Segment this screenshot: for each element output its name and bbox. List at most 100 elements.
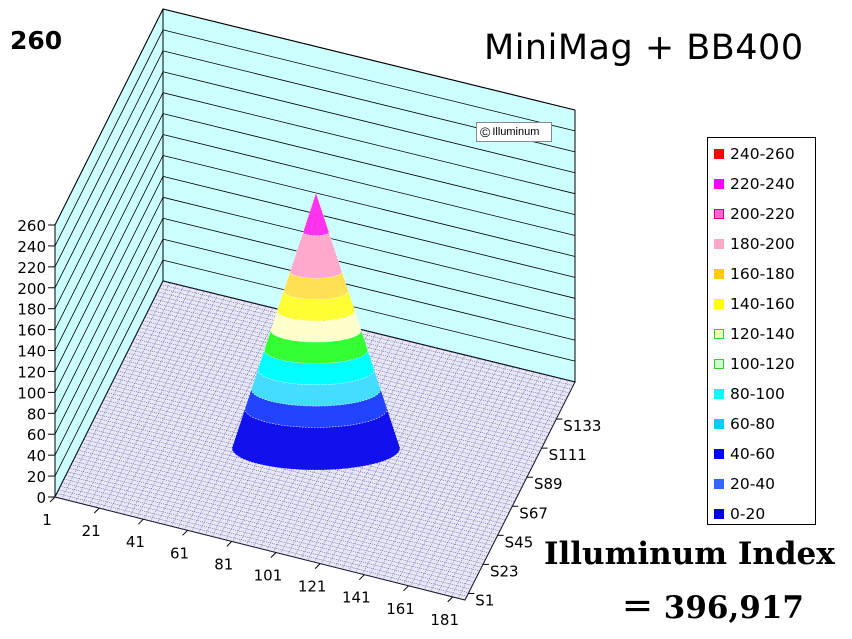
legend-item: 0-20 (714, 504, 765, 524)
floor-mesh-line (143, 320, 555, 423)
floor-mesh-line (75, 285, 184, 503)
floor-mesh-line (105, 395, 517, 499)
floor-mesh-line (389, 363, 500, 582)
floor-mesh-line (130, 345, 543, 448)
chart-walls (54, 8, 576, 498)
legend-swatch (714, 389, 724, 399)
y-tick-label: S23 (490, 562, 519, 580)
legend-swatch (714, 179, 724, 189)
floor-mesh-line (61, 282, 171, 499)
legend-swatch (714, 239, 724, 249)
legend-swatch (714, 209, 724, 219)
floor-mesh-line (191, 314, 301, 532)
left-wall-gridline (54, 155, 164, 372)
floor-mesh-line (159, 287, 572, 390)
floor-mesh-line (464, 381, 576, 601)
floor-mesh-line (90, 424, 502, 528)
left-wall-gridline (54, 29, 164, 247)
cone-band-180-220 (289, 232, 343, 279)
floor-mesh-line (307, 343, 418, 561)
floor-mesh-line (141, 323, 554, 426)
floor-mesh-line (85, 435, 497, 539)
y-tick-label: S67 (519, 504, 548, 522)
floor-mesh-line (410, 368, 521, 587)
z-tick-label: 120 (17, 363, 46, 381)
floor-mesh-line (396, 365, 507, 583)
floor-mesh-line (451, 378, 562, 597)
cone-band-100-120 (264, 330, 368, 364)
y-tick-label: S111 (549, 446, 587, 464)
x-tick-mark (403, 585, 409, 592)
floor-mesh-line (88, 289, 198, 506)
legend-swatch (714, 269, 724, 279)
floor-mesh-line (96, 413, 508, 517)
floor-mesh-line (119, 367, 532, 470)
cone-band-80-100 (257, 349, 375, 386)
floor-mesh-line (143, 302, 253, 520)
legend-label: 60-80 (730, 415, 776, 433)
left-wall-gridline (54, 134, 164, 351)
legend-item: 180-200 (714, 234, 795, 254)
floor-mesh-line (177, 311, 287, 529)
back-wall-gridline (162, 217, 576, 320)
floor-mesh-line (135, 334, 548, 437)
back-wall-gridline (162, 113, 576, 216)
x-tick-label: 141 (342, 589, 371, 607)
floor-mesh-line (146, 313, 559, 415)
legend-label: 180-200 (730, 235, 795, 253)
z-tick-label: 20 (27, 468, 46, 486)
floor-mesh-line (161, 284, 574, 386)
floor-mesh-line (157, 306, 267, 523)
floor-mesh-line (116, 296, 226, 513)
copyright-icon: © (480, 124, 491, 140)
floor-mesh-line (144, 316, 557, 419)
x-tick-mark (93, 507, 100, 514)
floor-mesh-line (98, 410, 510, 514)
z-axis-ticks: 0 20 40 60 80 100 120 140 160 180 200 220 240 260 (17, 217, 55, 507)
left-wall-gridline (54, 92, 164, 309)
left-wall-gridline (54, 113, 164, 330)
cone-band-140-160 (276, 290, 356, 322)
floor-mesh-line (128, 349, 541, 452)
back-wall-gridline (162, 155, 576, 257)
back-wall-gridline (162, 92, 576, 195)
legend-item: 100-120 (714, 354, 795, 374)
floor-mesh-line (416, 370, 528, 589)
floor-mesh-line (139, 327, 552, 430)
legend-label: 100-120 (730, 355, 795, 373)
floor-mesh-line (437, 375, 548, 594)
index-label: Illuminum Index (544, 536, 835, 572)
legend: 240-260 220-240 200-220 180-200 160-180 140-1… (707, 137, 816, 525)
y-tick-label: S89 (534, 475, 563, 493)
legend-item: 220-240 (714, 174, 795, 194)
floor-mesh-line (334, 349, 445, 568)
legend-label: 200-220 (730, 205, 795, 223)
legend-swatch (714, 299, 724, 309)
floor-mesh-line (403, 366, 514, 585)
floor-mesh-line (444, 376, 555, 595)
x-tick-mark (314, 563, 321, 569)
floor-mesh-line (348, 353, 459, 571)
cone-band-40-60 (244, 389, 388, 428)
x-tick-mark (270, 552, 277, 558)
left-wall-gridline (54, 50, 164, 268)
y-tick-label: S1 (475, 591, 494, 609)
x-tick-mark (49, 496, 56, 503)
z-tick-label: 60 (27, 426, 46, 444)
floor-mesh-line (184, 312, 294, 530)
back-wall-gridline (162, 259, 576, 362)
left-wall-gridline (54, 259, 164, 477)
z-tick-label: 240 (17, 238, 46, 256)
x-tick-label: 181 (430, 611, 459, 629)
x-tick-label: 101 (254, 567, 283, 585)
legend-swatch (714, 419, 724, 429)
z-tick-label: 160 (17, 322, 46, 340)
legend-label: 220-240 (730, 175, 795, 193)
legend-swatch (714, 509, 724, 519)
x-tick-mark (138, 518, 144, 525)
floor-mesh-line (126, 352, 539, 455)
legend-item: 20-40 (714, 474, 775, 494)
legend-swatch (714, 479, 724, 489)
left-wall-gridline (54, 238, 164, 456)
legend-item: 120-140 (714, 324, 795, 344)
